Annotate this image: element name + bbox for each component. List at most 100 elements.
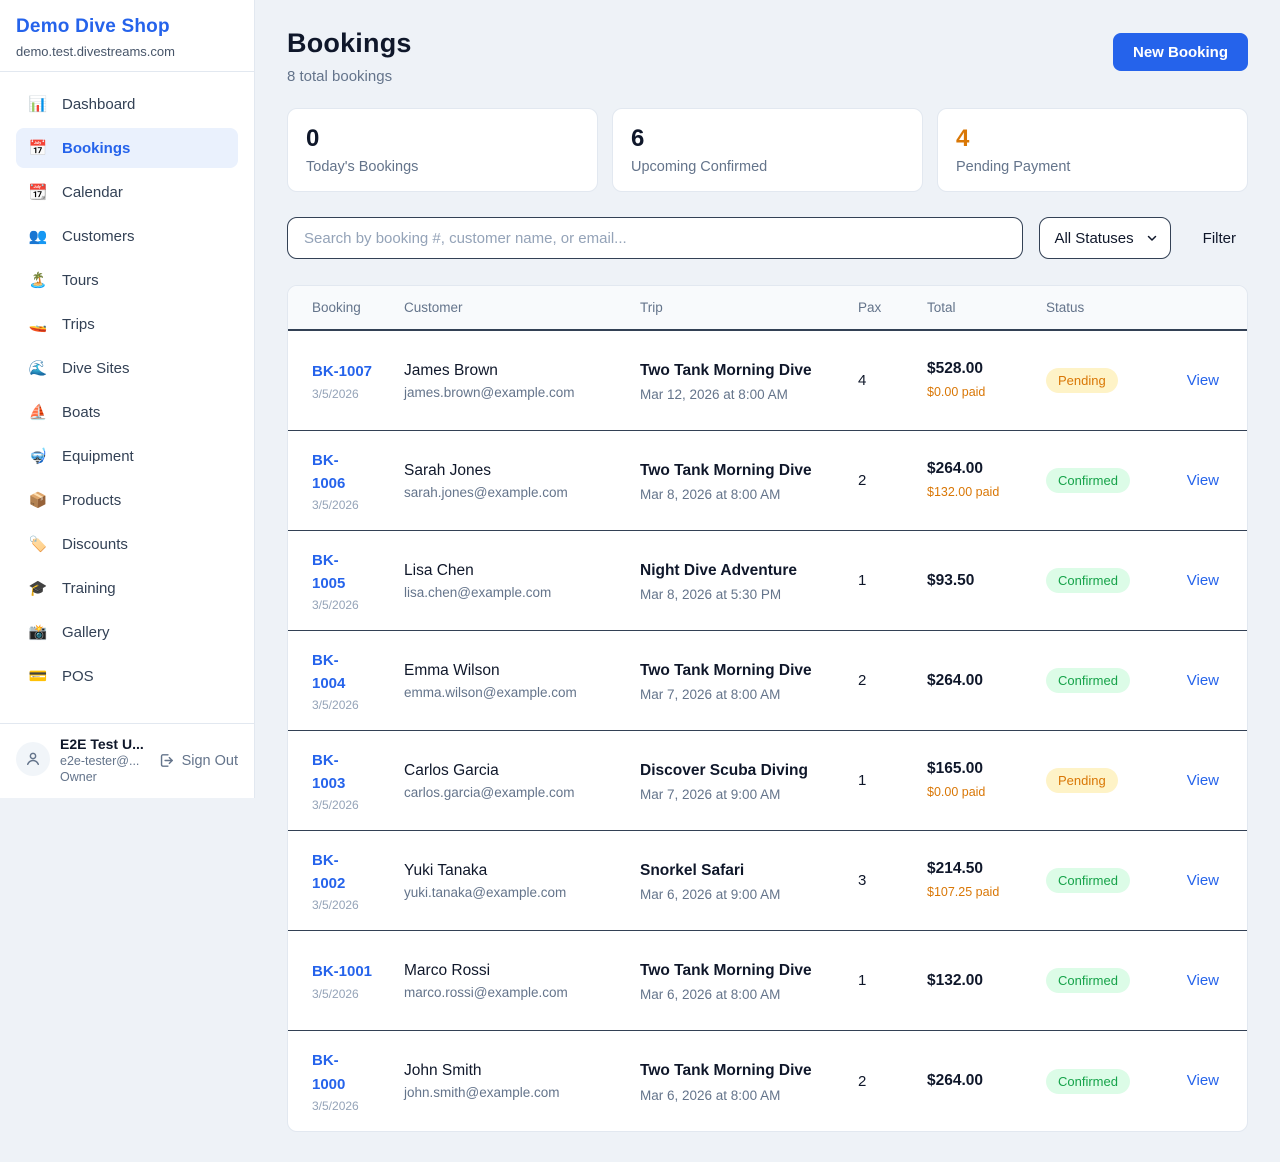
view-link[interactable]: View bbox=[1186, 871, 1219, 889]
customer-name: Lisa Chen bbox=[404, 561, 474, 579]
sidebar-item-products[interactable]: 📦 Products bbox=[16, 480, 238, 520]
sidebar-item-dive-sites[interactable]: 🌊 Dive Sites bbox=[16, 348, 238, 388]
sidebar-item-label: Tours bbox=[62, 271, 99, 289]
view-cell: View bbox=[1172, 1072, 1223, 1090]
status-cell: Confirmed bbox=[1046, 668, 1172, 693]
sidebar-item-boats[interactable]: ⛵ Boats bbox=[16, 392, 238, 432]
sidebar-item-tours[interactable]: 🏝️ Tours bbox=[16, 260, 238, 300]
booking-date: 3/5/2026 bbox=[312, 898, 359, 913]
booking-id-link[interactable]: BK- 1002 bbox=[312, 851, 346, 892]
new-booking-button[interactable]: New Booking bbox=[1112, 33, 1248, 71]
status-select[interactable]: All Statuses bbox=[1039, 217, 1171, 259]
chevron-down-icon bbox=[1147, 235, 1156, 241]
status-select-value: All Statuses bbox=[1054, 229, 1134, 247]
customer-cell: Lisa Chen lisa.chen@example.com bbox=[404, 562, 640, 600]
pax-value: 1 bbox=[858, 572, 867, 589]
sidebar-item-gallery[interactable]: 📸 Gallery bbox=[16, 612, 238, 652]
customer-cell: Emma Wilson emma.wilson@example.com bbox=[404, 662, 640, 700]
booking-id-link[interactable]: BK-1007 bbox=[312, 363, 373, 381]
view-cell: View bbox=[1172, 972, 1223, 990]
stat-value: 0 bbox=[306, 125, 320, 152]
sidebar-item-customers[interactable]: 👥 Customers bbox=[16, 216, 238, 256]
booking-date: 3/5/2026 bbox=[312, 798, 359, 813]
status-badge: Confirmed bbox=[1046, 568, 1130, 593]
trip-cell: Two Tank Morning Dive Mar 6, 2026 at 8:00… bbox=[640, 1059, 858, 1102]
sidebar-item-discounts[interactable]: 🏷️ Discounts bbox=[16, 524, 238, 564]
booking-id-link[interactable]: BK- 1003 bbox=[312, 751, 346, 792]
stat-label: Upcoming Confirmed bbox=[631, 159, 768, 175]
paid-amount: $0.00 paid bbox=[927, 384, 986, 399]
trip-cell: Night Dive Adventure Mar 8, 2026 at 5:30 … bbox=[640, 559, 858, 602]
sidebar-item-equipment[interactable]: 🤿 Equipment bbox=[16, 436, 238, 476]
sidebar-item-label: Equipment bbox=[62, 447, 134, 465]
sidebar-item-bookings[interactable]: 📅 Bookings bbox=[16, 128, 238, 168]
customer-email: james.brown@example.com bbox=[404, 384, 575, 400]
stat-value: 6 bbox=[631, 125, 645, 152]
view-link[interactable]: View bbox=[1186, 971, 1219, 989]
stat-value: 4 bbox=[956, 125, 970, 152]
trip-name: Snorkel Safari bbox=[640, 861, 745, 879]
booking-cell: BK- 1006 3/5/2026 bbox=[312, 449, 404, 513]
view-link[interactable]: View bbox=[1186, 671, 1219, 689]
search-input[interactable] bbox=[287, 217, 1024, 259]
user-email: e2e-tester@... bbox=[60, 754, 140, 768]
filter-button[interactable]: Filter bbox=[1202, 229, 1236, 247]
customer-name: James Brown bbox=[404, 361, 498, 379]
sidebar-item-pos[interactable]: 💳 POS bbox=[16, 656, 238, 696]
filter-row: All Statuses Filter bbox=[287, 217, 1248, 259]
stat-cards: 0 Today's Bookings 6 Upcoming Confirmed … bbox=[287, 108, 1248, 192]
booking-cell: BK- 1000 3/5/2026 bbox=[312, 1049, 404, 1113]
total-amount: $165.00 bbox=[927, 759, 984, 777]
booking-id-link[interactable]: BK- 1004 bbox=[312, 651, 346, 692]
trip-datetime: Mar 6, 2026 at 9:00 AM bbox=[640, 887, 781, 903]
sidebar-item-label: Training bbox=[62, 579, 116, 597]
sidebar-item-calendar[interactable]: 📆 Calendar bbox=[16, 172, 238, 212]
view-link[interactable]: View bbox=[1186, 1072, 1219, 1089]
trip-datetime: Mar 7, 2026 at 8:00 AM bbox=[640, 687, 781, 703]
booking-id-link[interactable]: BK-1001 bbox=[312, 963, 373, 981]
sidebar-item-label: Bookings bbox=[62, 139, 131, 157]
customer-email: marco.rossi@example.com bbox=[404, 984, 568, 1000]
booking-id-link[interactable]: BK- 1005 bbox=[312, 551, 346, 592]
view-cell: View bbox=[1172, 672, 1223, 690]
customer-email: lisa.chen@example.com bbox=[404, 584, 552, 600]
trip-cell: Two Tank Morning Dive Mar 7, 2026 at 8:00… bbox=[640, 659, 858, 702]
column-header-actions bbox=[1172, 286, 1223, 329]
page-header: Bookings 8 total bookings New Booking bbox=[287, 28, 1248, 85]
view-link[interactable]: View bbox=[1186, 471, 1219, 489]
status-cell: Confirmed bbox=[1046, 968, 1172, 993]
sidebar-item-label: POS bbox=[62, 667, 94, 685]
sidebar-item-dashboard[interactable]: 📊 Dashboard bbox=[16, 84, 238, 124]
tear-off-calendar-icon: 📆 bbox=[28, 184, 48, 201]
booking-id-link[interactable]: BK- 1006 bbox=[312, 451, 346, 492]
booking-date: 3/5/2026 bbox=[312, 598, 359, 613]
booking-id-link[interactable]: BK- 1000 bbox=[312, 1052, 346, 1093]
table-row: BK-1001 3/5/2026 Marco Rossi marco.rossi@ex… bbox=[288, 931, 1247, 1031]
sidebar-item-label: Discounts bbox=[62, 535, 128, 553]
trip-name: Two Tank Morning Dive bbox=[640, 661, 812, 679]
view-link[interactable]: View bbox=[1186, 771, 1219, 789]
user-meta: E2E Test U... e2e-tester@... Owner bbox=[60, 736, 148, 784]
customer-email: carlos.garcia@example.com bbox=[404, 784, 575, 800]
sign-out-button[interactable]: Sign Out bbox=[158, 752, 238, 769]
trip-name: Two Tank Morning Dive bbox=[640, 961, 812, 979]
sidebar-item-trips[interactable]: 🚤 Trips bbox=[16, 304, 238, 344]
view-link[interactable]: View bbox=[1186, 571, 1219, 589]
sidebar-item-label: Products bbox=[62, 491, 122, 509]
view-link[interactable]: View bbox=[1186, 371, 1219, 389]
pax-value: 3 bbox=[858, 872, 867, 889]
sign-out-icon bbox=[160, 754, 173, 767]
total-cell: $214.50 $107.25 paid bbox=[927, 860, 1046, 901]
graduation-cap-icon: 🎓 bbox=[28, 580, 48, 597]
customer-cell: James Brown james.brown@example.com bbox=[404, 362, 640, 400]
customer-name: Carlos Garcia bbox=[404, 761, 499, 779]
sidebar-item-training[interactable]: 🎓 Training bbox=[16, 568, 238, 608]
total-amount: $214.50 bbox=[927, 859, 984, 877]
stat-label: Today's Bookings bbox=[306, 159, 419, 175]
status-cell: Pending bbox=[1046, 368, 1172, 393]
table-row: BK-1007 3/5/2026 James Brown james.brown@ex… bbox=[288, 331, 1247, 431]
trip-cell: Discover Scuba Diving Mar 7, 2026 at 9:00… bbox=[640, 759, 858, 802]
sailboat-icon: ⛵ bbox=[28, 404, 48, 421]
column-header-customer: Customer bbox=[404, 300, 463, 315]
customer-cell: Carlos Garcia carlos.garcia@example.com bbox=[404, 762, 640, 800]
